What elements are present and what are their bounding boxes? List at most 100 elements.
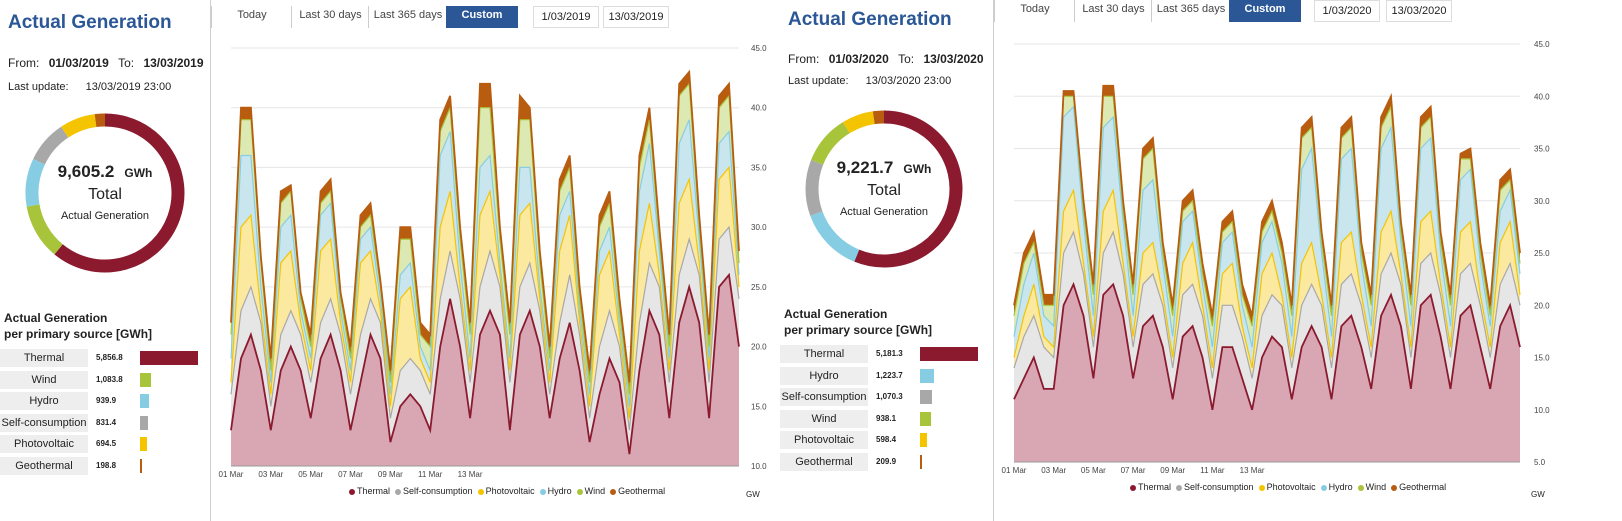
source-value: 694.5: [96, 439, 117, 448]
source-title-line1: Actual Generation: [4, 311, 108, 325]
legend-label: Geothermal: [1399, 482, 1447, 492]
x-tick-label: 09 Mar: [1160, 466, 1185, 475]
legend-item-geothermal[interactable]: Geothermal: [610, 486, 665, 496]
line-self-consumption: [230, 225, 740, 431]
tab-last-30-days[interactable]: Last 30 days: [291, 6, 370, 28]
x-tick-label: 05 Mar: [1081, 466, 1106, 475]
source-breakdown-title: Actual Generation per primary source [GW…: [784, 306, 932, 338]
range-start-input[interactable]: 1/03/2019: [533, 6, 599, 28]
y-tick-label: 20.0: [751, 343, 767, 352]
source-value: 1,083.8: [96, 374, 123, 384]
summary-panel-2020: Actual Generation From: 01/03/2020 To: 1…: [780, 0, 992, 521]
x-tick-label: 13 Mar: [1240, 466, 1265, 475]
legend-item-thermal[interactable]: Thermal: [1130, 482, 1171, 492]
source-value: 5,856.8: [96, 353, 123, 362]
from-label: From:: [788, 52, 820, 66]
range-start-input[interactable]: 1/03/2020: [1314, 0, 1380, 22]
source-row-thermal: Thermal 5,856.8: [0, 349, 200, 367]
to-date: 13/03/2020: [923, 52, 984, 66]
legend-item-photovoltaic[interactable]: Photovoltaic: [477, 486, 535, 496]
legend-item-self-consumption[interactable]: Self-consumption: [1176, 482, 1254, 492]
legend-item-wind[interactable]: Wind: [1357, 482, 1386, 492]
last-update: Last update: 13/03/2019 23:00: [8, 81, 171, 93]
legend-marker: [539, 488, 546, 495]
legend-item-self-consumption[interactable]: Self-consumption: [395, 486, 473, 496]
source-row-hydro: Hydro 939.9: [0, 392, 200, 410]
page-title: Actual Generation: [788, 9, 952, 30]
legend-marker: [610, 488, 617, 495]
y-tick-label: 45.0: [751, 44, 767, 53]
to-label: To:: [898, 52, 915, 66]
source-bar: [920, 368, 934, 383]
chart-legend: Thermal Self-consumption Photovoltaic Hydro…: [1130, 482, 1451, 492]
legend-marker: [349, 488, 355, 495]
page-title: Actual Generation: [8, 12, 172, 33]
tab-today[interactable]: Today: [994, 0, 1076, 22]
legend-item-wind[interactable]: Wind: [576, 486, 605, 496]
line-thermal: [230, 272, 740, 455]
total-sublabel: Actual Generation: [839, 206, 929, 218]
panel-divider: [210, 0, 211, 521]
tab-last-365-days[interactable]: Last 365 days: [1151, 0, 1231, 22]
legend-item-geothermal[interactable]: Geothermal: [1391, 482, 1446, 492]
tab-custom-range[interactable]: Custom range: [1229, 0, 1301, 33]
legend-label: Thermal: [1138, 482, 1172, 492]
legend-label: Geothermal: [618, 486, 666, 496]
legend-item-hydro[interactable]: Hydro: [539, 486, 572, 496]
summary-panel-2019: Actual Generation From: 01/03/2019 To: 1…: [0, 0, 210, 521]
x-tick-label: 03 Mar: [1041, 466, 1066, 475]
legend-item-photovoltaic[interactable]: Photovoltaic: [1258, 482, 1316, 492]
line-thermal: [1013, 281, 1521, 411]
line-hydro: [1013, 105, 1521, 348]
donut-slice-hydro: [810, 211, 860, 262]
legend-label: Photovoltaic: [1266, 482, 1316, 492]
line-photovoltaic: [230, 165, 740, 419]
donut-slice-geothermal: [872, 110, 885, 125]
donut-center: 9,605.2 GWh Total Actual Generation: [40, 162, 170, 222]
total-unit: GWh: [124, 166, 153, 180]
area-thermal: [1014, 284, 1520, 462]
range-tabs: Today Last 30 days Last 365 days Custom …: [211, 6, 771, 39]
source-row-self-consumption: Self-consumption 1,070.3: [780, 388, 980, 406]
source-row-wind: Wind 938.1: [780, 409, 980, 428]
legend-item-thermal[interactable]: Thermal: [349, 486, 390, 496]
last-update-label: Last update:: [8, 81, 69, 93]
area-thermal: [231, 274, 739, 466]
y-tick-label: 35.0: [1534, 145, 1550, 154]
tab-today[interactable]: Today: [211, 6, 293, 28]
source-name: Wind: [0, 370, 88, 389]
source-bar: [920, 454, 923, 469]
line-geothermal: [1013, 84, 1521, 316]
y-tick-label: 15.0: [751, 402, 767, 411]
y-tick-label: 40.0: [1534, 92, 1550, 101]
source-name: Hydro: [0, 392, 88, 410]
legend-marker: [576, 488, 583, 495]
y-tick-label: 15.0: [1534, 354, 1550, 363]
y-tick-label: 25.0: [1534, 249, 1550, 258]
x-tick-label: 09 Mar: [378, 470, 403, 479]
y-tick-label: 45.0: [1534, 40, 1550, 49]
tab-custom-range[interactable]: Custom range: [446, 6, 518, 39]
tab-last-365-days[interactable]: Last 365 days: [368, 6, 448, 28]
source-bar: [920, 347, 978, 361]
source-row-self-consumption: Self-consumption 831.4: [0, 413, 200, 432]
from-date: 01/03/2020: [828, 52, 889, 66]
source-bar: [920, 433, 927, 447]
last-update: Last update: 13/03/2020 23:00: [788, 75, 951, 87]
tab-last-30-days[interactable]: Last 30 days: [1074, 0, 1153, 22]
from-date: 01/03/2019: [48, 56, 109, 70]
x-tick-label: 07 Mar: [338, 470, 363, 479]
legend-marker: [1130, 484, 1136, 491]
range-end-input[interactable]: 13/03/2019: [603, 6, 669, 28]
source-row-photovoltaic: Photovoltaic 694.5: [0, 435, 200, 453]
range-end-input[interactable]: 13/03/2020: [1386, 0, 1452, 22]
x-tick-label: 11 Mar: [1200, 466, 1225, 475]
legend-marker: [1357, 484, 1364, 491]
legend-item-hydro[interactable]: Hydro: [1320, 482, 1353, 492]
x-tick-label: 03 Mar: [258, 470, 283, 479]
y-unit-label: GW: [1531, 490, 1545, 499]
legend-label: Hydro: [1328, 482, 1353, 492]
donut-slice-wind: [26, 204, 63, 255]
total-donut-chart: [805, 110, 963, 268]
source-name: Self-consumption: [0, 413, 88, 432]
